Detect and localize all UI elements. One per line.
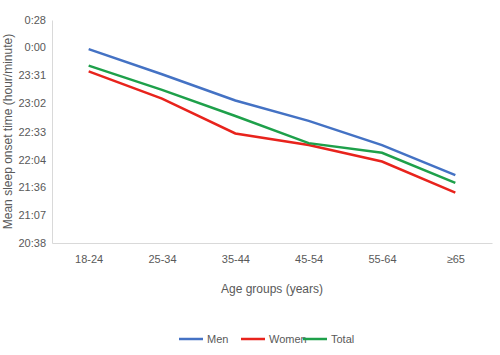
legend-label: Women [269, 333, 307, 345]
y-axis: 20:38 21:07 21:36 22:04 22:33 23:02 23:31 0:00 0… [18, 14, 52, 249]
legend: Men Women Total [179, 333, 354, 345]
y-tick-label: 21:07 [18, 209, 46, 221]
y-tick-label: 21:36 [18, 181, 46, 193]
legend-item: Men [179, 333, 228, 345]
y-tick-label: 20:38 [18, 237, 46, 249]
y-tick: 23:31 [18, 69, 52, 81]
legend-swatch [179, 338, 203, 341]
lines [89, 49, 456, 192]
y-tick-label: 0:00 [25, 41, 46, 53]
legend-swatch [303, 338, 327, 341]
y-tick: 22:04 [18, 154, 52, 166]
legend-label: Total [331, 333, 354, 345]
series-line [89, 49, 456, 175]
y-tick-label: 22:33 [18, 126, 46, 138]
series-line [89, 71, 456, 192]
legend-label: Men [207, 333, 228, 345]
y-tick: 21:36 [18, 181, 52, 193]
y-tick-label: 23:31 [18, 69, 46, 81]
x-tick-label: 18-24 [75, 253, 103, 265]
y-tick-label: 22:04 [18, 154, 46, 166]
legend-item: Total [303, 333, 354, 345]
x-tick-label: 45-54 [295, 253, 323, 265]
y-tick-label: 23:02 [18, 97, 46, 109]
y-tick: 23:02 [18, 97, 52, 109]
chart: 20:38 21:07 21:36 22:04 22:33 23:02 23:31 0:00 0… [0, 0, 500, 355]
x-tick: 25-34 [148, 243, 176, 265]
y-axis-line [52, 21, 53, 244]
x-tick-label: 35-44 [222, 253, 250, 265]
y-tick: 20:38 [18, 237, 52, 249]
x-tick: 35-44 [222, 243, 250, 265]
y-tick: 0:00 [25, 41, 52, 53]
y-tick: 22:33 [18, 126, 52, 138]
x-axis: 18-24 25-34 35-44 45-54 55-64 ≥65 [53, 243, 493, 265]
y-tick-label: 0:28 [25, 14, 46, 26]
x-tick: 45-54 [295, 243, 323, 265]
x-tick-label: 25-34 [148, 253, 176, 265]
series-line [89, 66, 456, 183]
x-tick-label: 55-64 [368, 253, 396, 265]
y-tick: 21:07 [18, 209, 52, 221]
legend-swatch [241, 338, 265, 341]
y-tick: 0:28 [25, 14, 52, 26]
x-tick: ≥65 [447, 243, 465, 265]
x-tick-label: ≥65 [447, 253, 465, 265]
x-axis-title: Age groups (years) [221, 282, 323, 296]
y-axis-title: Mean sleep onset time (hour/minute) [1, 34, 15, 229]
x-tick: 18-24 [75, 243, 103, 265]
plot: 20:38 21:07 21:36 22:04 22:33 23:02 23:31 0:00 0… [18, 14, 492, 265]
legend-item: Women [241, 333, 307, 345]
x-axis-line [53, 243, 493, 244]
x-tick: 55-64 [368, 243, 396, 265]
